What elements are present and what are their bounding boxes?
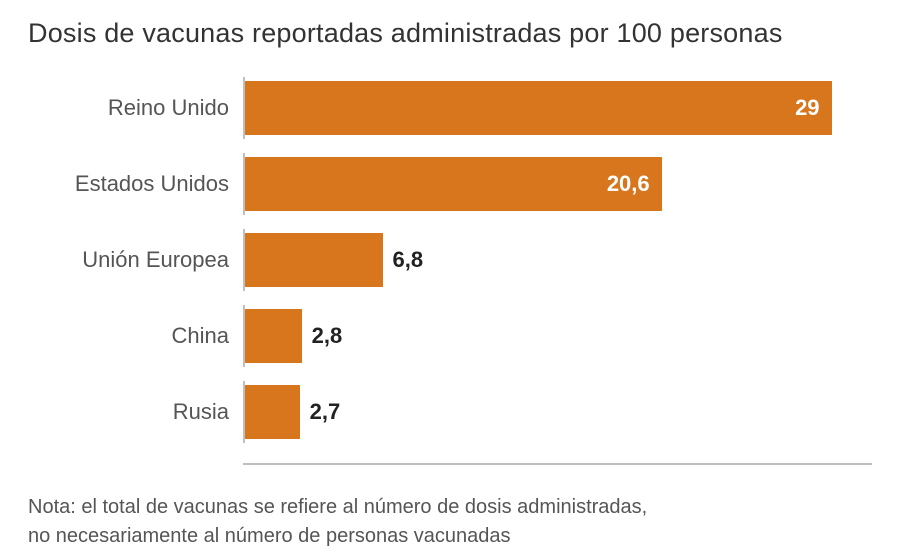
footnote-line: Nota: el total de vacunas se refiere al … xyxy=(28,493,872,522)
bar-value: 2,7 xyxy=(310,399,341,425)
bar-row: Unión Europea 6,8 xyxy=(28,229,872,291)
bar-area: 2,7 xyxy=(243,381,872,443)
axis-line xyxy=(243,463,872,465)
bar-label: Estados Unidos xyxy=(28,171,243,197)
bar-value: 20,6 xyxy=(607,171,650,197)
bar-row: Reino Unido 29 xyxy=(28,77,872,139)
bar-area: 20,6 xyxy=(243,153,872,215)
bar-value: 6,8 xyxy=(393,247,424,273)
bar: 29 xyxy=(245,81,832,135)
bar xyxy=(245,385,300,439)
bar-value: 2,8 xyxy=(312,323,343,349)
bar-label: Unión Europea xyxy=(28,247,243,273)
bar-label: Rusia xyxy=(28,399,243,425)
bar-row: Estados Unidos 20,6 xyxy=(28,153,872,215)
bar xyxy=(245,309,302,363)
bar-area: 29 xyxy=(243,77,872,139)
bar-row: Rusia 2,7 xyxy=(28,381,872,443)
bar: 20,6 xyxy=(245,157,662,211)
bar xyxy=(245,233,383,287)
bar-label: Reino Unido xyxy=(28,95,243,121)
bar-chart: Reino Unido 29 Estados Unidos 20,6 Unión Eur… xyxy=(28,77,872,461)
chart-title: Dosis de vacunas reportadas administrada… xyxy=(28,18,872,49)
bar-area: 6,8 xyxy=(243,229,872,291)
chart-footnote: Nota: el total de vacunas se refiere al … xyxy=(28,493,872,551)
bar-value: 29 xyxy=(795,95,819,121)
footnote-line: no necesariamente al número de personas … xyxy=(28,522,872,551)
bar-label: China xyxy=(28,323,243,349)
bar-area: 2,8 xyxy=(243,305,872,367)
bar-row: China 2,8 xyxy=(28,305,872,367)
